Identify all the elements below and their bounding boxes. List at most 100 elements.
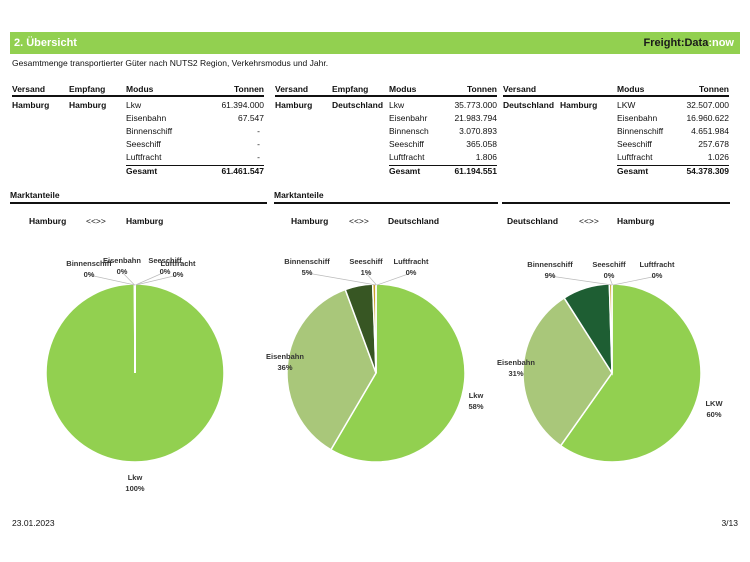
- table-row: Eisenbahn 67.547: [12, 113, 264, 126]
- leader-line: [365, 272, 377, 286]
- modus-cell: Seeschiff: [617, 139, 652, 149]
- marktanteile-heading-2: Marktanteile: [274, 190, 498, 204]
- data-label-category: Eisenbahn: [497, 358, 535, 367]
- table-row: Eisenbahn 16.960.622: [503, 113, 729, 126]
- data-label-percent: 0%: [604, 271, 615, 280]
- modus-cell: Luftfracht: [389, 152, 425, 162]
- route-to: Deutschland: [388, 216, 440, 226]
- table-row: Hamburg Deutschland Lkw 35.773.000: [275, 100, 497, 113]
- total-label: Gesamt: [617, 166, 649, 176]
- data-label-category: Binnenschiff: [66, 259, 112, 268]
- total-value: 61.461.547: [221, 166, 264, 176]
- section-header-bar: 2. Übersicht Freight:Data:now: [10, 32, 740, 54]
- tonnen-cell: 35.773.000: [454, 100, 497, 110]
- col-versand: Versand: [12, 84, 46, 94]
- tonnen-cell: 61.394.000: [221, 100, 264, 110]
- tonnen-cell: -: [257, 126, 260, 136]
- versand-value: Hamburg: [275, 100, 313, 110]
- modus-cell: Seeschiff: [126, 139, 161, 149]
- table-row: Deutschland Hamburg LKW 32.507.000: [503, 100, 729, 113]
- total-value: 54.378.309: [686, 166, 729, 176]
- table-row: Seeschiff -: [12, 139, 264, 152]
- tonnen-cell: 365.058: [466, 139, 497, 149]
- route-to: Hamburg: [126, 216, 164, 226]
- pie-slice-eisenbahn: [286, 288, 377, 451]
- modus-cell: Eisenbahn: [126, 113, 167, 123]
- data-label-category: Lkw: [469, 391, 484, 400]
- leader-line: [135, 271, 166, 286]
- modus-cell: Lkw: [389, 100, 405, 110]
- tonnen-cell: 21.983.794: [454, 113, 497, 123]
- data-label-category: Seeschiff: [592, 260, 626, 269]
- bidirectional-arrow: <<>>: [579, 216, 599, 226]
- col-modus: Modus: [617, 84, 645, 94]
- tonnen-cell: 4.651.984: [691, 126, 729, 136]
- modus-cell: Binnensch: [389, 126, 429, 136]
- route-from: Hamburg: [29, 216, 67, 226]
- data-label-percent: 36%: [277, 363, 292, 372]
- leader-line: [88, 274, 136, 286]
- modus-cell: Eisenbahr: [389, 113, 428, 123]
- marktanteile-heading-1: Marktanteile: [10, 190, 267, 204]
- tonnen-cell: -: [257, 152, 260, 162]
- table-hamburg-deutschland: Versand Empfang Modus Tonnen Hamburg Deu…: [275, 84, 497, 179]
- empfang-value: Hamburg: [560, 100, 598, 110]
- data-label-percent: 31%: [508, 369, 523, 378]
- table-total-row: Gesamt 54.378.309: [617, 165, 729, 179]
- table-row: Luftfracht -: [12, 152, 264, 165]
- leader-line: [612, 275, 658, 286]
- data-label-category: Luftfracht: [640, 260, 675, 269]
- col-tonnen: Tonnen: [233, 84, 264, 94]
- leader-line: [549, 275, 613, 286]
- brand-suffix: :now: [708, 37, 734, 49]
- leader-line: [121, 271, 135, 286]
- modus-cell: LKW: [617, 100, 636, 110]
- data-label-category: Eisenbahn: [266, 352, 304, 361]
- route-from: Hamburg: [291, 216, 329, 226]
- subtitle: Gesamtmenge transportierter Güter nach N…: [12, 58, 329, 68]
- col-tonnen: Tonnen: [698, 84, 729, 94]
- col-versand: Versand: [503, 84, 537, 94]
- data-label-category: Eisenbahn: [103, 256, 141, 265]
- table-row: Eisenbahr 21.983.794: [275, 113, 497, 126]
- modus-cell: Luftfracht: [617, 152, 653, 162]
- tonnen-cell: -: [257, 139, 260, 149]
- bidirectional-arrow: <<>>: [86, 216, 106, 226]
- leader-line: [376, 272, 412, 286]
- tonnen-cell: 3.070.893: [459, 126, 497, 136]
- tonnen-cell: 1.026: [707, 152, 729, 162]
- table-row: Seeschiff 365.058: [275, 139, 497, 152]
- data-label-percent: 58%: [468, 402, 483, 411]
- empfang-value: Deutschland: [332, 100, 384, 110]
- bidirectional-arrow: <<>>: [349, 216, 369, 226]
- data-label-percent: 5%: [302, 268, 313, 277]
- data-label-category: Seeschiff: [148, 256, 182, 265]
- data-label-percent: 9%: [545, 271, 556, 280]
- pie-slice-lkw: [329, 283, 466, 463]
- table-row: Binnenschiff -: [12, 126, 264, 139]
- modus-cell: Binnenschiff: [617, 126, 664, 136]
- empfang-value: Hamburg: [69, 100, 107, 110]
- col-tonnen: Tonnen: [466, 84, 497, 94]
- marktanteile-heading-3: [502, 190, 730, 204]
- col-modus: Modus: [126, 84, 154, 94]
- table-row: Hamburg Hamburg Lkw 61.394.000: [12, 100, 264, 113]
- data-label-percent: 0%: [117, 267, 128, 276]
- data-label-category: Binnenschiff: [527, 260, 573, 269]
- table-row: Seeschiff 257.678: [503, 139, 729, 152]
- footer-page-number: 3/13: [721, 518, 738, 528]
- table-total-row: Gesamt 61.461.547: [126, 165, 264, 179]
- pie-slice-eisenbahn: [522, 296, 613, 447]
- data-label-category: Luftfracht: [161, 259, 196, 268]
- modus-cell: Seeschiff: [389, 139, 424, 149]
- section-title: 2. Übersicht: [14, 37, 77, 49]
- modus-cell: Luftfracht: [126, 152, 162, 162]
- col-versand: Versand: [275, 84, 309, 94]
- table-header: Versand Modus Tonnen: [503, 84, 729, 97]
- data-label-percent: 100%: [125, 484, 145, 493]
- tonnen-cell: 67.547: [238, 113, 264, 123]
- total-value: 61.194.551: [454, 166, 497, 176]
- route-from: Deutschland: [507, 216, 559, 226]
- tonnen-cell: 1.806: [475, 152, 497, 162]
- table-hamburg-hamburg: Versand Empfang Modus Tonnen Hamburg Ham…: [12, 84, 264, 179]
